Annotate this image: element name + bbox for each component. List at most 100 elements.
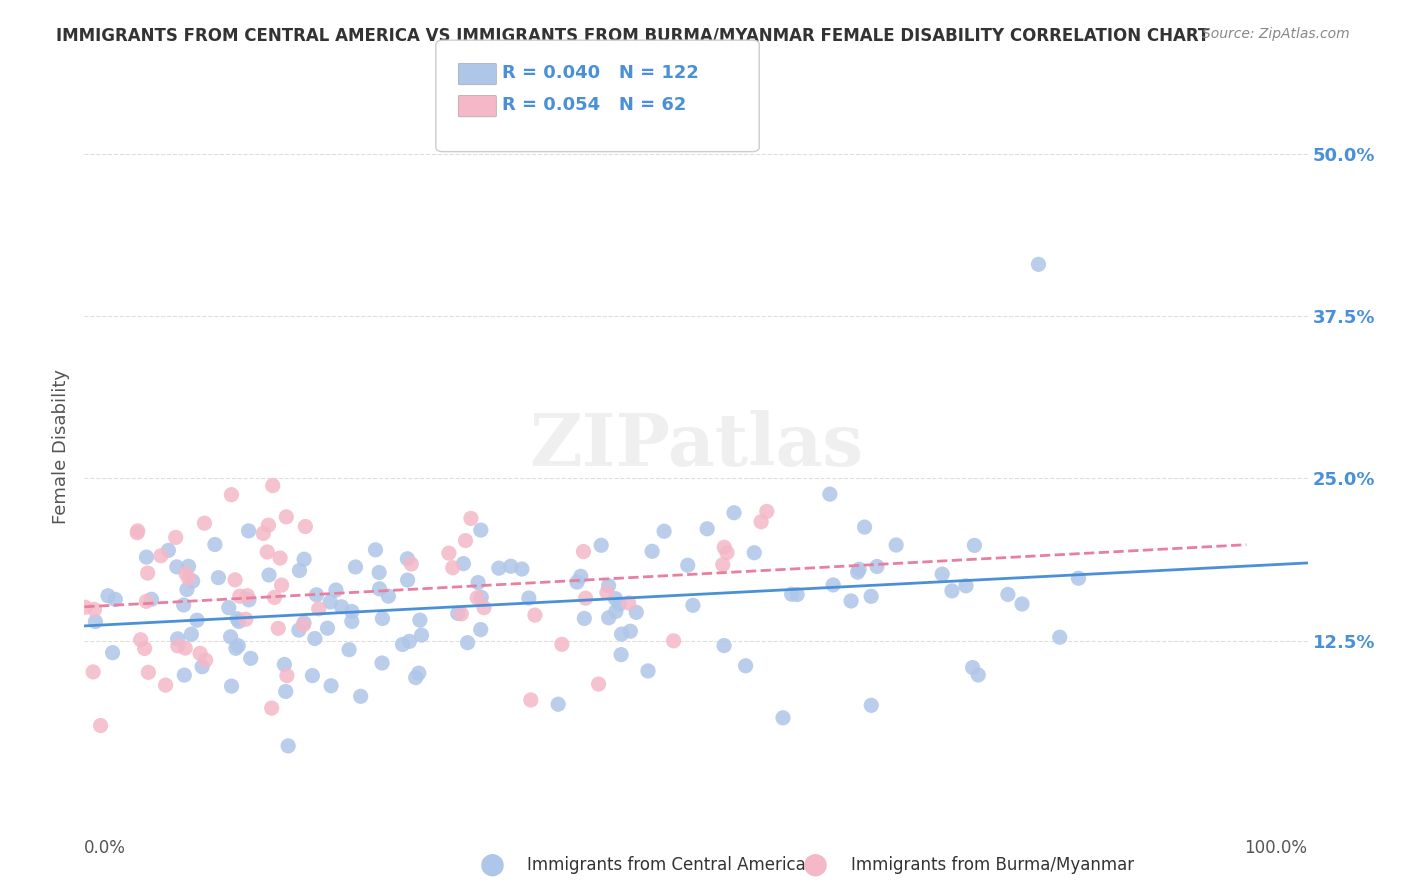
Point bbox=[177, 559, 200, 574]
Point bbox=[619, 624, 641, 639]
Point bbox=[401, 557, 423, 571]
Point bbox=[186, 613, 208, 627]
Point bbox=[437, 546, 460, 560]
Point bbox=[723, 506, 745, 520]
Point bbox=[75, 600, 97, 615]
Text: Immigrants from Burma/Myanmar: Immigrants from Burma/Myanmar bbox=[851, 856, 1133, 874]
Point bbox=[963, 538, 986, 552]
Point bbox=[453, 557, 475, 571]
Point bbox=[605, 591, 627, 606]
Point bbox=[662, 633, 685, 648]
Point bbox=[173, 668, 195, 682]
Point bbox=[716, 546, 738, 560]
Point bbox=[135, 550, 157, 565]
Point bbox=[273, 657, 295, 672]
Point bbox=[292, 552, 315, 566]
Point bbox=[588, 677, 610, 691]
Point bbox=[344, 560, 367, 574]
Point bbox=[860, 590, 883, 604]
Point bbox=[368, 582, 391, 596]
Point bbox=[572, 544, 595, 558]
Point bbox=[129, 632, 152, 647]
Point bbox=[1011, 597, 1033, 611]
Point bbox=[288, 623, 311, 637]
Point bbox=[499, 559, 522, 574]
Point bbox=[371, 611, 394, 625]
Point bbox=[396, 551, 419, 566]
Point bbox=[610, 627, 633, 641]
Point bbox=[229, 589, 252, 603]
Point bbox=[749, 515, 772, 529]
Point bbox=[138, 665, 160, 680]
Point bbox=[181, 574, 204, 588]
Point bbox=[134, 641, 156, 656]
Point bbox=[742, 546, 765, 560]
Point bbox=[83, 602, 105, 616]
Point bbox=[780, 587, 803, 601]
Point bbox=[596, 585, 619, 599]
Point bbox=[174, 566, 197, 581]
Point bbox=[166, 639, 188, 653]
Point bbox=[177, 571, 200, 585]
Point bbox=[520, 693, 543, 707]
Point bbox=[274, 684, 297, 698]
Point bbox=[682, 599, 704, 613]
Point bbox=[866, 559, 889, 574]
Point bbox=[398, 634, 420, 648]
Point bbox=[931, 567, 953, 582]
Point bbox=[194, 653, 217, 667]
Point bbox=[465, 591, 488, 605]
Point bbox=[637, 664, 659, 678]
Point bbox=[1028, 257, 1050, 271]
Point bbox=[226, 612, 249, 626]
Point bbox=[405, 671, 427, 685]
Point bbox=[308, 601, 330, 615]
Point bbox=[396, 573, 419, 587]
Point bbox=[652, 524, 675, 539]
Point bbox=[711, 558, 734, 572]
Point bbox=[409, 613, 432, 627]
Point bbox=[319, 679, 342, 693]
Point bbox=[510, 562, 533, 576]
Point bbox=[149, 549, 172, 563]
Text: R = 0.054   N = 62: R = 0.054 N = 62 bbox=[502, 96, 686, 114]
Point bbox=[411, 628, 433, 642]
Point bbox=[228, 615, 250, 629]
Point bbox=[610, 648, 633, 662]
Point bbox=[565, 575, 588, 590]
Point bbox=[319, 595, 342, 609]
Point bbox=[305, 588, 328, 602]
Point bbox=[607, 598, 630, 612]
Point bbox=[325, 582, 347, 597]
Point bbox=[166, 632, 188, 646]
Point bbox=[551, 637, 574, 651]
Point bbox=[277, 739, 299, 753]
Point bbox=[470, 523, 492, 537]
Point bbox=[598, 579, 620, 593]
Point bbox=[104, 592, 127, 607]
Point bbox=[467, 575, 489, 590]
Point bbox=[488, 561, 510, 575]
Point bbox=[598, 611, 620, 625]
Point bbox=[441, 560, 464, 574]
Text: IMMIGRANTS FROM CENTRAL AMERICA VS IMMIGRANTS FROM BURMA/MYANMAR FEMALE DISABILI: IMMIGRANTS FROM CENTRAL AMERICA VS IMMIG… bbox=[56, 27, 1209, 45]
Point bbox=[127, 524, 149, 538]
Point bbox=[97, 589, 120, 603]
Point bbox=[860, 698, 883, 713]
Point bbox=[256, 545, 278, 559]
Point bbox=[470, 623, 492, 637]
Point bbox=[84, 615, 107, 629]
Point bbox=[180, 627, 202, 641]
Point bbox=[330, 599, 353, 614]
Point bbox=[276, 668, 298, 682]
Point bbox=[364, 542, 387, 557]
Point bbox=[574, 611, 596, 625]
Text: ⬤: ⬤ bbox=[803, 854, 828, 877]
Point bbox=[304, 632, 326, 646]
Point bbox=[755, 504, 778, 518]
Point bbox=[204, 537, 226, 551]
Point bbox=[884, 538, 907, 552]
Point bbox=[221, 488, 243, 502]
Point bbox=[226, 639, 249, 653]
Point bbox=[470, 591, 492, 605]
